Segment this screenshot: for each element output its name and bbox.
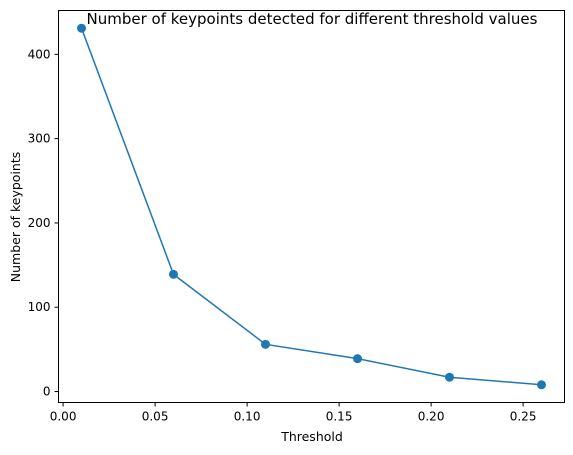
data-point-marker (445, 372, 454, 382)
series-line (80, 27, 542, 386)
x-tick-label: 0.00 (50, 410, 77, 424)
data-point-marker (353, 354, 362, 364)
chart-title: Number of keypoints detected for differe… (87, 10, 538, 28)
data-point-marker (261, 339, 270, 349)
plot-area-frame (58, 10, 565, 403)
y-tick-label: 300 (28, 132, 51, 146)
y-tick-label: 0 (43, 385, 51, 399)
y-tick-label: 100 (28, 300, 51, 314)
x-axis-label: Threshold (280, 429, 343, 444)
x-tick-label: 0.10 (234, 410, 261, 424)
data-point-marker (77, 23, 86, 33)
data-point-marker (169, 269, 178, 279)
y-axis-label: Number of keypoints (8, 152, 23, 282)
y-tick-label: 200 (28, 216, 51, 230)
data-point-marker (537, 380, 546, 390)
series-markers (77, 23, 546, 390)
y-tick-label: 400 (28, 47, 51, 61)
x-tick-label: 0.20 (418, 410, 445, 424)
x-tick-label: 0.15 (326, 410, 353, 424)
y-axis-ticks: 0 100 200 300 400 (28, 47, 59, 399)
x-axis-ticks: 0.00 0.05 0.10 0.15 0.20 0.25 (50, 402, 537, 424)
x-tick-label: 0.05 (142, 410, 169, 424)
x-tick-label: 0.25 (510, 410, 537, 424)
